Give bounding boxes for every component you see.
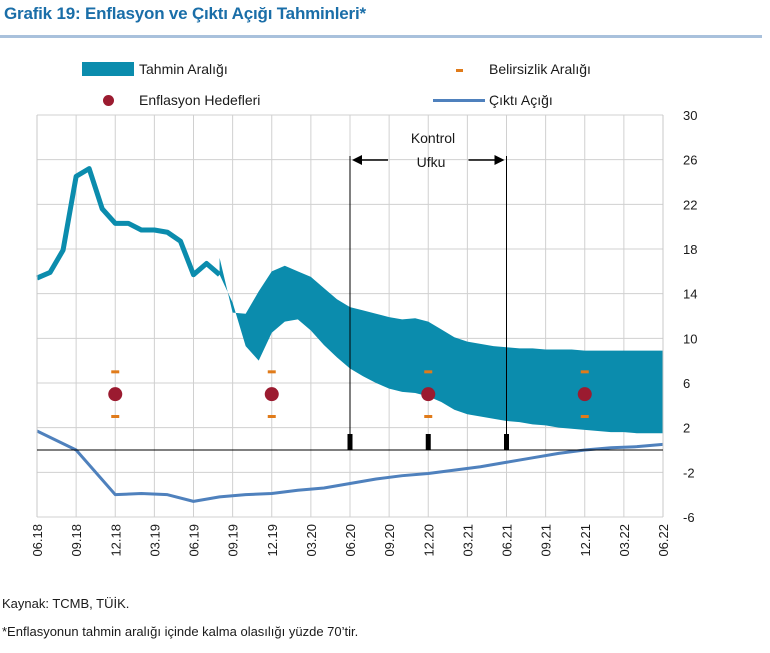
y-tick-label: 22	[683, 197, 697, 212]
x-tick-label: 09.20	[382, 524, 397, 557]
forecast-band	[219, 257, 664, 434]
uncertainty-upper-mark	[111, 370, 120, 374]
control-horizon-marker	[425, 434, 431, 450]
arrow-left-head	[352, 155, 362, 165]
x-tick-label: 12.21	[578, 524, 593, 557]
uncertainty-lower-mark	[267, 415, 276, 418]
source-note: Kaynak: TCMB, TÜİK.	[2, 596, 130, 611]
x-tick-label: 06.19	[187, 524, 202, 557]
inflation-target-point	[421, 387, 436, 402]
y-tick-label: 26	[683, 153, 697, 168]
y-tick-label: 30	[683, 108, 697, 123]
inflation-target-point	[264, 387, 279, 402]
x-tick-label: 09.19	[226, 524, 241, 557]
x-tick-label: 09.21	[539, 524, 554, 557]
y-tick-label: 14	[683, 287, 697, 302]
uncertainty-upper-mark	[424, 370, 433, 374]
control-horizon-marker	[504, 434, 509, 450]
x-tick-label: 09.18	[69, 524, 84, 557]
legend-band-swatch	[82, 62, 134, 76]
uncertainty-lower-mark	[111, 415, 120, 418]
x-tick-label: 06.21	[500, 524, 515, 557]
inflation-target-point	[577, 387, 592, 402]
x-tick-label: 06.18	[30, 524, 45, 557]
uncertainty-upper-mark	[267, 370, 276, 374]
uncertainty-lower-mark	[424, 415, 433, 418]
legend-uncertainty-swatch	[456, 69, 463, 72]
x-tick-label: 03.21	[460, 524, 475, 557]
control-horizon	[347, 155, 509, 450]
inflation-target-point	[108, 387, 123, 402]
footnote: *Enflasyonun tahmin aralığı içinde kalma…	[2, 624, 359, 639]
y-tick-label: 2	[683, 421, 690, 436]
y-tick-label: -2	[683, 465, 695, 480]
x-tick-label: 03.20	[304, 524, 319, 557]
uncertainty-upper-mark	[580, 370, 589, 374]
x-tick-label: 12.20	[421, 524, 436, 557]
x-tick-label: 12.18	[108, 524, 123, 557]
target-markers	[108, 370, 592, 418]
y-tick-label: 18	[683, 242, 697, 257]
y-tick-label: 10	[683, 331, 697, 346]
legend-target-label: Enflasyon Hedefleri	[139, 92, 261, 108]
legend-gap-swatch	[433, 99, 485, 102]
x-tick-label: 06.20	[343, 524, 358, 557]
x-tick-label: 06.22	[656, 524, 671, 557]
x-tick-label: 03.19	[147, 524, 162, 557]
x-tick-label: 03.22	[617, 524, 632, 557]
title-rule	[0, 35, 762, 38]
x-tick-label: 12.19	[265, 524, 280, 557]
y-tick-label: 6	[683, 376, 690, 391]
chart-title: Grafik 19: Enflasyon ve Çıktı Açığı Tahm…	[4, 4, 366, 23]
series-lines	[36, 166, 664, 503]
chart-canvas: 30 26 22 18 14 10 6 2 -2 -6 06.18 09.18 12.18 03.19 06…	[30, 108, 697, 557]
y-tick-label: -6	[683, 510, 695, 525]
legend-gap-label: Çıktı Açığı	[489, 92, 553, 108]
axis-labels: 30 26 22 18 14 10 6 2 -2 -6 06.18 09.18 12.18 03.19 06…	[30, 108, 697, 557]
legend-uncertainty-label: Belirsizlik Aralığı	[489, 61, 591, 77]
arrow-right-head	[494, 155, 505, 165]
uncertainty-lower-mark	[580, 415, 589, 418]
inflation-actual-line	[36, 166, 222, 281]
forecast-band-area	[219, 257, 664, 434]
control-horizon-label-2: Ufku	[417, 154, 446, 170]
legend-band-label: Tahmin Aralığı	[139, 61, 228, 77]
control-horizon-label-1: Kontrol	[411, 130, 455, 146]
control-horizon-marker	[347, 434, 353, 450]
legend-target-swatch	[103, 95, 114, 106]
output-gap-line	[36, 429, 664, 503]
